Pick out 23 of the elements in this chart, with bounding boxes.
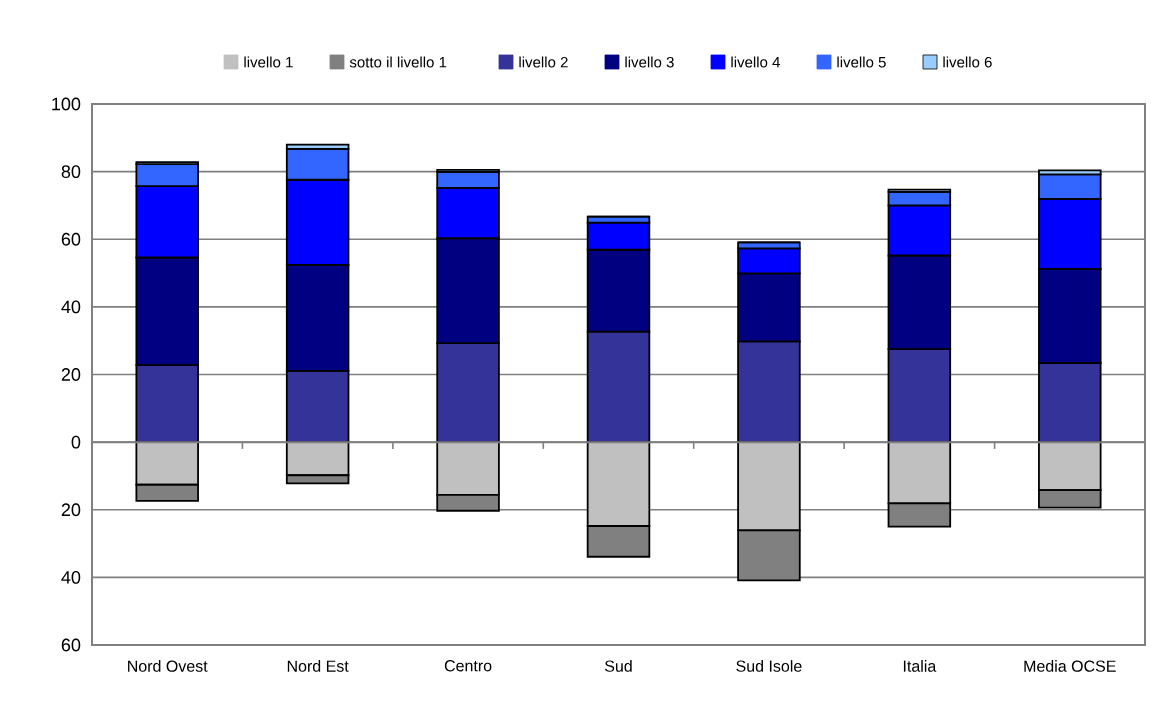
legend-label: sotto il livello 1 (349, 56, 447, 68)
x-tick-label: Sud (604, 660, 632, 672)
x-tick-label: Sud Isole (736, 660, 802, 672)
legend-label: livello 6 (943, 56, 992, 68)
x-tick-label: Italia (903, 660, 937, 672)
x-tick-label: Media OCSE (1024, 660, 1116, 672)
legend-label: livello 3 (625, 56, 674, 68)
legend-label: livello 5 (837, 56, 886, 68)
y-tick-label: 0 (71, 435, 81, 449)
y-tick-label: 60 (61, 232, 81, 246)
x-tick-label: Centro (444, 660, 492, 672)
y-tick-label: 20 (61, 503, 81, 517)
y-tick-label: 100 (52, 97, 81, 111)
legend-label: livello 2 (519, 56, 568, 68)
legend-label: livello 1 (244, 56, 293, 68)
y-tick-label: 80 (61, 165, 81, 179)
y-tick-label: 40 (61, 570, 81, 584)
legend-label: livello 4 (731, 56, 780, 68)
x-tick-label: Nord Est (287, 660, 349, 672)
y-tick-label: 60 (61, 638, 81, 652)
x-tick-label: Nord Ovest (128, 660, 208, 672)
y-tick-label: 40 (61, 300, 81, 314)
y-tick-label: 20 (61, 368, 81, 381)
